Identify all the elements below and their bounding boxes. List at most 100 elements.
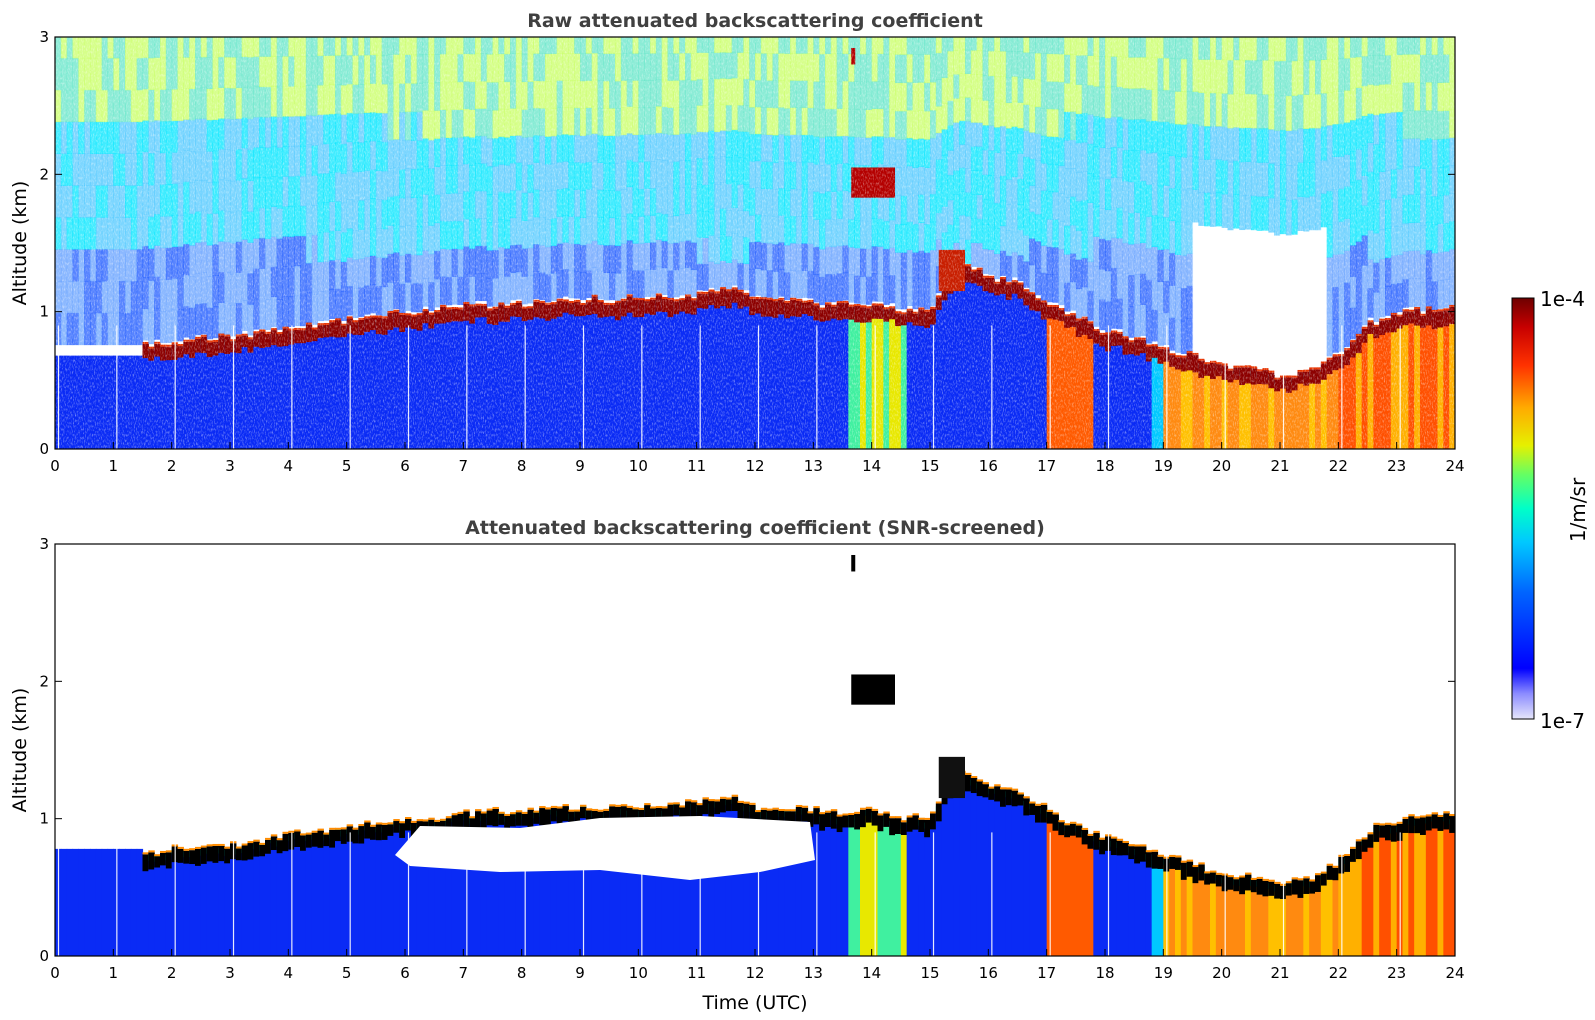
layer-top-cell <box>813 808 820 825</box>
heatmap-column <box>1017 792 1024 956</box>
x-tick-label: 13 <box>804 457 823 475</box>
heatmap-column <box>1274 881 1281 956</box>
layer-top-cell <box>1116 840 1124 856</box>
y-tick-label: 0 <box>39 440 49 458</box>
heatmap-column <box>160 850 167 956</box>
layer-top-cell <box>667 804 674 818</box>
heatmap-column <box>772 807 779 956</box>
heatmap-column <box>819 812 826 956</box>
heatmap-column <box>749 802 756 956</box>
heatmap-column <box>725 797 733 956</box>
heatmap-column <box>615 804 622 956</box>
x-tick-label: 15 <box>920 964 939 982</box>
heatmap-column <box>848 812 855 956</box>
x-tick-label: 3 <box>225 457 235 475</box>
panel-raw-ylabel: Altitude (km) <box>9 181 31 306</box>
x-tick-label: 10 <box>629 964 648 982</box>
heatmap-column <box>1186 859 1194 956</box>
layer-top-cell <box>1087 835 1094 849</box>
layer-top-cell <box>1145 852 1153 868</box>
layer-top-cell <box>1186 861 1194 877</box>
heatmap-column <box>445 816 453 956</box>
x-tick-label: 24 <box>1445 457 1464 475</box>
y-tick-label: 3 <box>39 28 49 46</box>
heatmap-column <box>335 827 342 956</box>
heatmap-column <box>790 809 797 956</box>
layer-top-cell <box>702 799 709 815</box>
heatmap-column <box>1000 787 1007 956</box>
x-tick-label: 12 <box>745 964 764 982</box>
heatmap-column <box>1449 814 1455 956</box>
heatmap-column <box>1309 879 1316 956</box>
heatmap-column <box>1040 802 1048 956</box>
layer-top-cell <box>650 808 657 820</box>
heatmap-column <box>1425 814 1433 956</box>
heatmap-column <box>778 808 785 956</box>
layer-top-cell <box>1058 822 1065 836</box>
heatmap-column <box>492 806 499 956</box>
heatmap-column <box>1210 870 1217 956</box>
layer-top-cell <box>405 819 412 831</box>
heatmap-column <box>690 800 698 956</box>
layer-top-cell <box>965 774 972 792</box>
layer-top-cell <box>562 806 569 822</box>
heatmap-column <box>900 820 908 956</box>
heatmap-column <box>1145 850 1153 956</box>
heatmap-column <box>760 807 768 956</box>
heatmap-column <box>165 850 173 956</box>
layer-top-cell <box>673 804 680 816</box>
x-tick-label: 3 <box>225 964 235 982</box>
heatmap-column <box>1087 833 1094 956</box>
layer-top-cell <box>1040 804 1048 823</box>
x-tick-label: 1 <box>109 457 119 475</box>
heatmap-column <box>685 799 692 956</box>
heatmap-column <box>1198 862 1205 956</box>
layer-top-cell <box>1046 811 1054 824</box>
layer-top-cell <box>1035 805 1042 823</box>
layer-top-cell <box>941 793 949 805</box>
layer-top-cell <box>737 802 744 820</box>
layer-top-cell <box>1344 855 1351 872</box>
layer-top-cell <box>696 805 704 820</box>
layer-top-cell <box>632 809 639 821</box>
heatmap-column <box>1169 854 1176 956</box>
heatmap-column <box>1239 875 1246 956</box>
layer-top-cell <box>784 811 791 823</box>
panel-screened: Attenuated backscattering coefficient (S… <box>9 517 1465 1014</box>
x-tick-label: 23 <box>1387 964 1406 982</box>
layer-top-cell <box>638 809 645 825</box>
heatmap-column <box>1064 823 1071 956</box>
layer-top-cell <box>1309 881 1316 894</box>
layer-top-cell <box>1099 839 1106 855</box>
heatmap-column <box>148 850 155 956</box>
elevated-cloud <box>851 554 856 572</box>
layer-top-cell <box>615 806 622 825</box>
heatmap-column <box>136 848 144 956</box>
heatmap-column <box>440 818 447 956</box>
layer-top-cell <box>270 836 278 851</box>
heatmap-column <box>1326 863 1334 956</box>
layer-top-cell <box>399 823 406 838</box>
layer-top-cell <box>206 846 214 862</box>
heatmap-column <box>568 809 575 956</box>
layer-top-cell <box>1227 877 1234 890</box>
x-tick-label: 22 <box>1329 964 1348 982</box>
heatmap-column <box>1227 875 1234 956</box>
heatmap-column <box>1140 844 1147 956</box>
layer-top-cell <box>1210 872 1217 884</box>
heatmap-column <box>1385 822 1392 956</box>
layer-top-cell <box>1140 846 1147 862</box>
layer-top-cell <box>848 814 855 828</box>
heatmap-column <box>498 811 505 956</box>
layer-top-cell <box>1175 857 1182 870</box>
heatmap-column <box>1390 823 1398 956</box>
layer-top-cell <box>148 852 155 870</box>
layer-top-cell <box>591 810 599 824</box>
layer-top-cell <box>294 831 301 847</box>
layer-top-cell <box>1250 879 1258 893</box>
heatmap-column <box>317 828 324 956</box>
layer-top-cell <box>568 811 575 828</box>
layer-top-cell <box>515 812 523 826</box>
heatmap-column <box>825 810 832 956</box>
layer-top-cell <box>708 801 715 818</box>
